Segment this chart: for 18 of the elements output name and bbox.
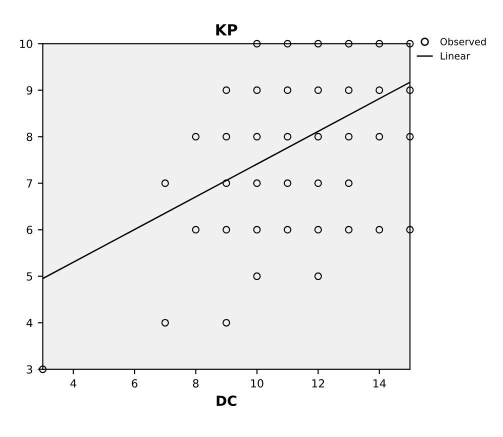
y-tick-label: 6 (26, 226, 32, 234)
x-tick-label: 12 (312, 379, 324, 388)
x-tick-label: 10 (251, 379, 264, 388)
chart-title: KP (216, 24, 238, 36)
y-tick-label: 10 (20, 40, 32, 48)
y-tick-label: 8 (26, 132, 32, 142)
legend-label: Linear (440, 52, 470, 60)
y-tick-label: 5 (26, 272, 32, 281)
y-tick-label: 9 (26, 86, 32, 95)
y-tick-label: 7 (26, 179, 32, 188)
x-tick-label: 8 (192, 379, 199, 388)
x-axis-title: DC (216, 396, 236, 406)
y-tick-label: 4 (26, 318, 32, 327)
x-tick-label: 6 (132, 379, 138, 388)
x-tick-label: 4 (70, 379, 76, 388)
y-tick-label: 3 (26, 365, 32, 374)
x-tick-label: 14 (373, 379, 386, 388)
legend-label: Observed (440, 38, 486, 46)
